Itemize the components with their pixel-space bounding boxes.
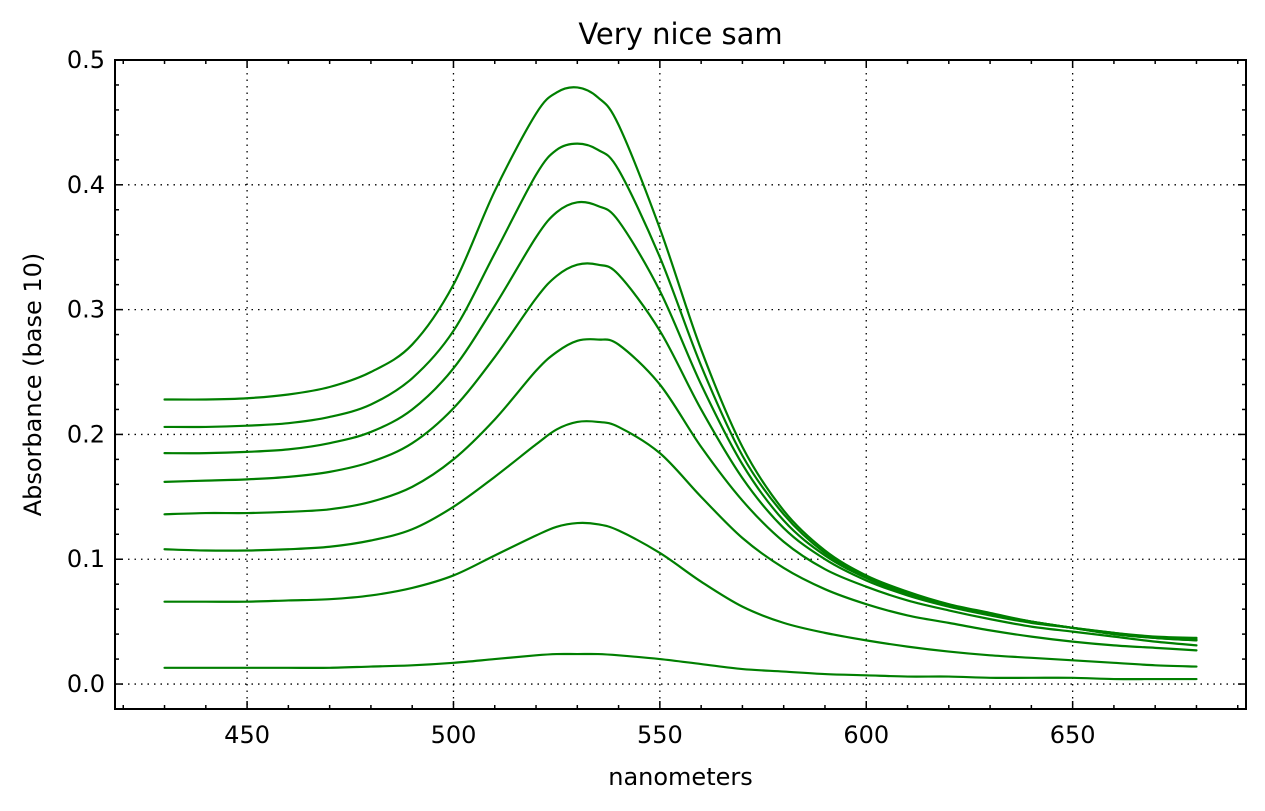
series-line-4 xyxy=(163,262,1198,642)
y-tick-label: 0.4 xyxy=(67,171,105,199)
y-axis-title: Absorbance (base 10) xyxy=(19,253,47,517)
y-tick-label: 0.1 xyxy=(67,545,105,573)
series-line-8 xyxy=(163,652,1198,681)
x-axis-title: nanometers xyxy=(608,763,753,791)
chart-title: Very nice sam xyxy=(578,17,782,51)
x-tick-label: 600 xyxy=(843,721,889,749)
series-line-3 xyxy=(163,200,1198,639)
series-line-2 xyxy=(163,142,1198,641)
x-tick-label: 550 xyxy=(637,721,683,749)
series-line-1 xyxy=(163,86,1198,642)
grid xyxy=(115,59,1246,709)
y-tick-label: 0.0 xyxy=(67,670,105,698)
x-tick-label: 650 xyxy=(1050,721,1096,749)
series-line-6 xyxy=(163,420,1198,652)
x-tick-label: 500 xyxy=(431,721,477,749)
series-group xyxy=(163,86,1198,681)
x-tick-label: 450 xyxy=(224,721,270,749)
y-tick-label: 0.2 xyxy=(67,420,105,448)
y-tick-label: 0.3 xyxy=(67,296,105,324)
y-tick-label: 0.5 xyxy=(67,46,105,74)
series-line-5 xyxy=(163,338,1198,647)
plot-frame xyxy=(114,59,1247,710)
series-line-7 xyxy=(163,521,1198,668)
